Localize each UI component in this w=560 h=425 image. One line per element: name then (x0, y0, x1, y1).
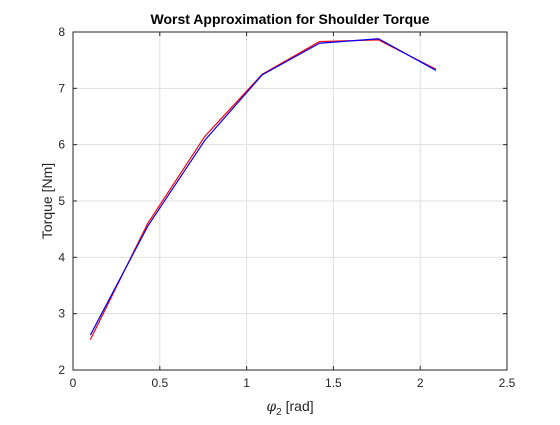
x-tick-label: 0.5 (151, 376, 168, 390)
x-tick-label: 1.5 (325, 376, 342, 390)
y-tick-label: 2 (58, 363, 65, 377)
data-series (89, 38, 437, 340)
x-axis-label-unit: [rad] (282, 398, 314, 414)
chart-title: Worst Approximation for Shoulder Torque (151, 11, 430, 27)
x-axis-label-subscript: 2 (276, 407, 282, 418)
series-line-1 (89, 39, 437, 340)
y-tick-label: 7 (58, 81, 65, 95)
y-tick-label: 8 (58, 25, 65, 39)
y-tick-label: 4 (58, 250, 65, 264)
x-tick-label: 0 (70, 376, 77, 390)
x-axis-label: φ2 [rad] (266, 398, 313, 418)
grid-lines (72, 31, 508, 371)
y-tick-label: 5 (58, 194, 65, 208)
x-tick-label: 1 (243, 376, 250, 390)
y-tick-label: 6 (58, 138, 65, 152)
x-axis-label-symbol: φ (266, 399, 276, 415)
x-tick-label: 2 (417, 376, 424, 390)
x-tick-label: 2.5 (499, 376, 516, 390)
y-tick-label: 3 (58, 307, 65, 321)
axis-ticks: 0 0.5 1 1.5 2 2.5 2 3 4 5 6 7 8 (58, 25, 515, 390)
y-axis-label: Torque [Nm] (39, 163, 55, 239)
series-line-2 (89, 38, 437, 336)
